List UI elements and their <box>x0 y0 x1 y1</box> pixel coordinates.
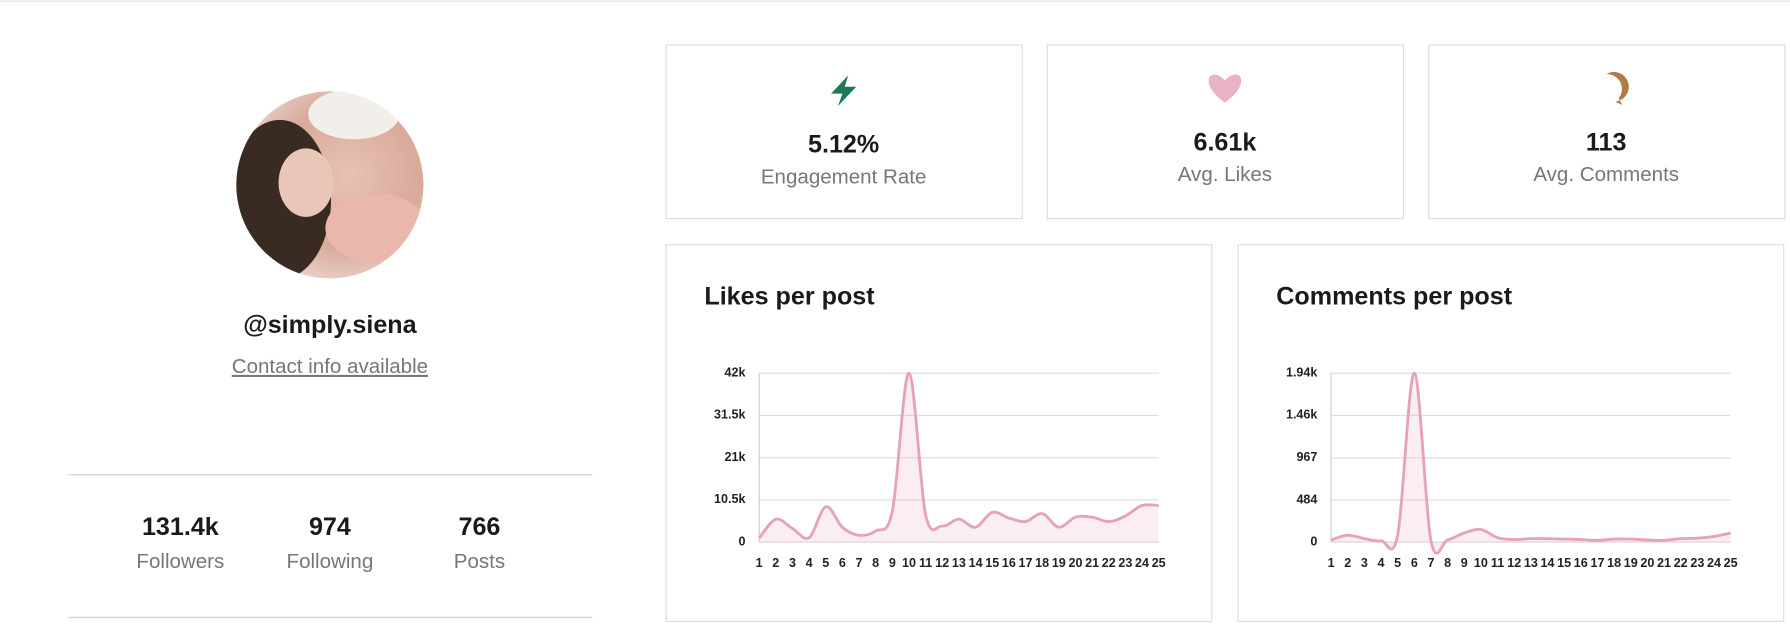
stat-label: Followers <box>136 550 224 573</box>
y-tick-label: 21k <box>725 450 746 464</box>
x-tick-label: 5 <box>1394 556 1401 570</box>
chart-title: Likes per post <box>704 283 875 311</box>
x-tick-label: 23 <box>1118 556 1132 570</box>
contact-link[interactable]: Contact info available <box>232 355 428 378</box>
x-tick-label: 25 <box>1152 556 1166 570</box>
x-tick-label: 12 <box>1507 556 1521 570</box>
x-tick-label: 16 <box>1574 556 1588 570</box>
x-tick-label: 4 <box>1378 556 1385 570</box>
chart-title: Comments per post <box>1276 283 1512 311</box>
avatar[interactable] <box>228 89 428 280</box>
x-tick-label: 11 <box>919 556 932 570</box>
x-tick-label: 14 <box>1541 556 1555 570</box>
y-tick-label: 31.5k <box>714 408 745 422</box>
x-tick-label: 9 <box>889 556 896 570</box>
x-tick-label: 9 <box>1461 556 1468 570</box>
x-tick-label: 13 <box>952 556 966 570</box>
x-tick-label: 8 <box>1444 556 1451 570</box>
stat-value: 766 <box>459 513 501 541</box>
x-tick-label: 21 <box>1085 556 1099 570</box>
x-tick-label: 14 <box>969 556 983 570</box>
x-tick-label: 4 <box>806 556 813 570</box>
x-tick-label: 5 <box>822 556 829 570</box>
x-tick-label: 17 <box>1019 556 1033 570</box>
y-tick-label: 1.94k <box>1286 366 1317 380</box>
x-tick-label: 3 <box>789 556 796 570</box>
x-tick-label: 18 <box>1607 556 1621 570</box>
x-tick-label: 15 <box>985 556 999 570</box>
stat-value: 131.4k <box>142 513 219 541</box>
x-tick-label: 6 <box>1411 556 1418 570</box>
x-tick-label: 2 <box>772 556 779 570</box>
x-tick-label: 10 <box>1474 556 1488 570</box>
chart-card <box>1237 244 1785 623</box>
x-tick-label: 15 <box>1557 556 1571 570</box>
area <box>1331 373 1731 554</box>
handle: @simply.siena <box>243 311 417 339</box>
x-tick-label: 18 <box>1035 556 1049 570</box>
y-tick-label: 42k <box>725 366 746 380</box>
heart-icon <box>1208 74 1242 103</box>
x-tick-label: 1 <box>756 556 763 570</box>
x-tick-label: 7 <box>1427 556 1434 570</box>
comment-icon <box>1606 71 1629 105</box>
x-tick-label: 25 <box>1724 556 1738 570</box>
metric-value: 5.12% <box>808 131 879 159</box>
x-tick-label: 16 <box>1002 556 1016 570</box>
x-tick-label: 13 <box>1524 556 1538 570</box>
chart-card <box>665 244 1213 623</box>
y-tick-label: 967 <box>1296 450 1317 464</box>
y-tick-label: 1.46k <box>1286 408 1317 422</box>
x-tick-label: 21 <box>1657 556 1671 570</box>
y-tick-label: 0 <box>1310 534 1317 548</box>
stat-label: Posts <box>454 550 505 573</box>
x-tick-label: 19 <box>1624 556 1638 570</box>
x-tick-label: 20 <box>1640 556 1654 570</box>
bolt-icon <box>831 75 857 107</box>
metric-value: 113 <box>1586 128 1627 156</box>
metric-label: Avg. Likes <box>1178 163 1272 186</box>
stat-label: Following <box>287 550 374 573</box>
x-tick-label: 20 <box>1068 556 1082 570</box>
line <box>758 371 1159 540</box>
x-tick-label: 8 <box>872 556 879 570</box>
x-tick-label: 2 <box>1344 556 1351 570</box>
metric-label: Engagement Rate <box>761 165 927 188</box>
x-tick-label: 3 <box>1361 556 1368 570</box>
x-tick-label: 22 <box>1674 556 1688 570</box>
x-tick-label: 17 <box>1590 556 1604 570</box>
stat-value: 974 <box>309 513 351 541</box>
x-tick-label: 23 <box>1690 556 1704 570</box>
metric-card <box>1046 44 1405 220</box>
x-tick-label: 10 <box>902 556 916 570</box>
metric-card <box>665 44 1023 220</box>
x-tick-label: 7 <box>856 556 863 570</box>
x-tick-label: 6 <box>839 556 846 570</box>
y-tick-label: 0 <box>738 534 745 548</box>
x-tick-label: 12 <box>935 556 949 570</box>
metric-value: 6.61k <box>1193 128 1256 156</box>
x-tick-label: 19 <box>1052 556 1066 570</box>
x-tick-label: 24 <box>1707 556 1721 570</box>
area <box>759 373 1159 543</box>
x-tick-label: 24 <box>1135 556 1149 570</box>
x-tick-label: 1 <box>1328 556 1335 570</box>
line <box>1330 371 1731 555</box>
y-tick-label: 10.5k <box>714 492 745 506</box>
metric-label: Avg. Comments <box>1533 163 1679 186</box>
x-tick-label: 11 <box>1491 556 1504 570</box>
x-tick-label: 22 <box>1102 556 1116 570</box>
y-tick-label: 484 <box>1296 492 1317 506</box>
